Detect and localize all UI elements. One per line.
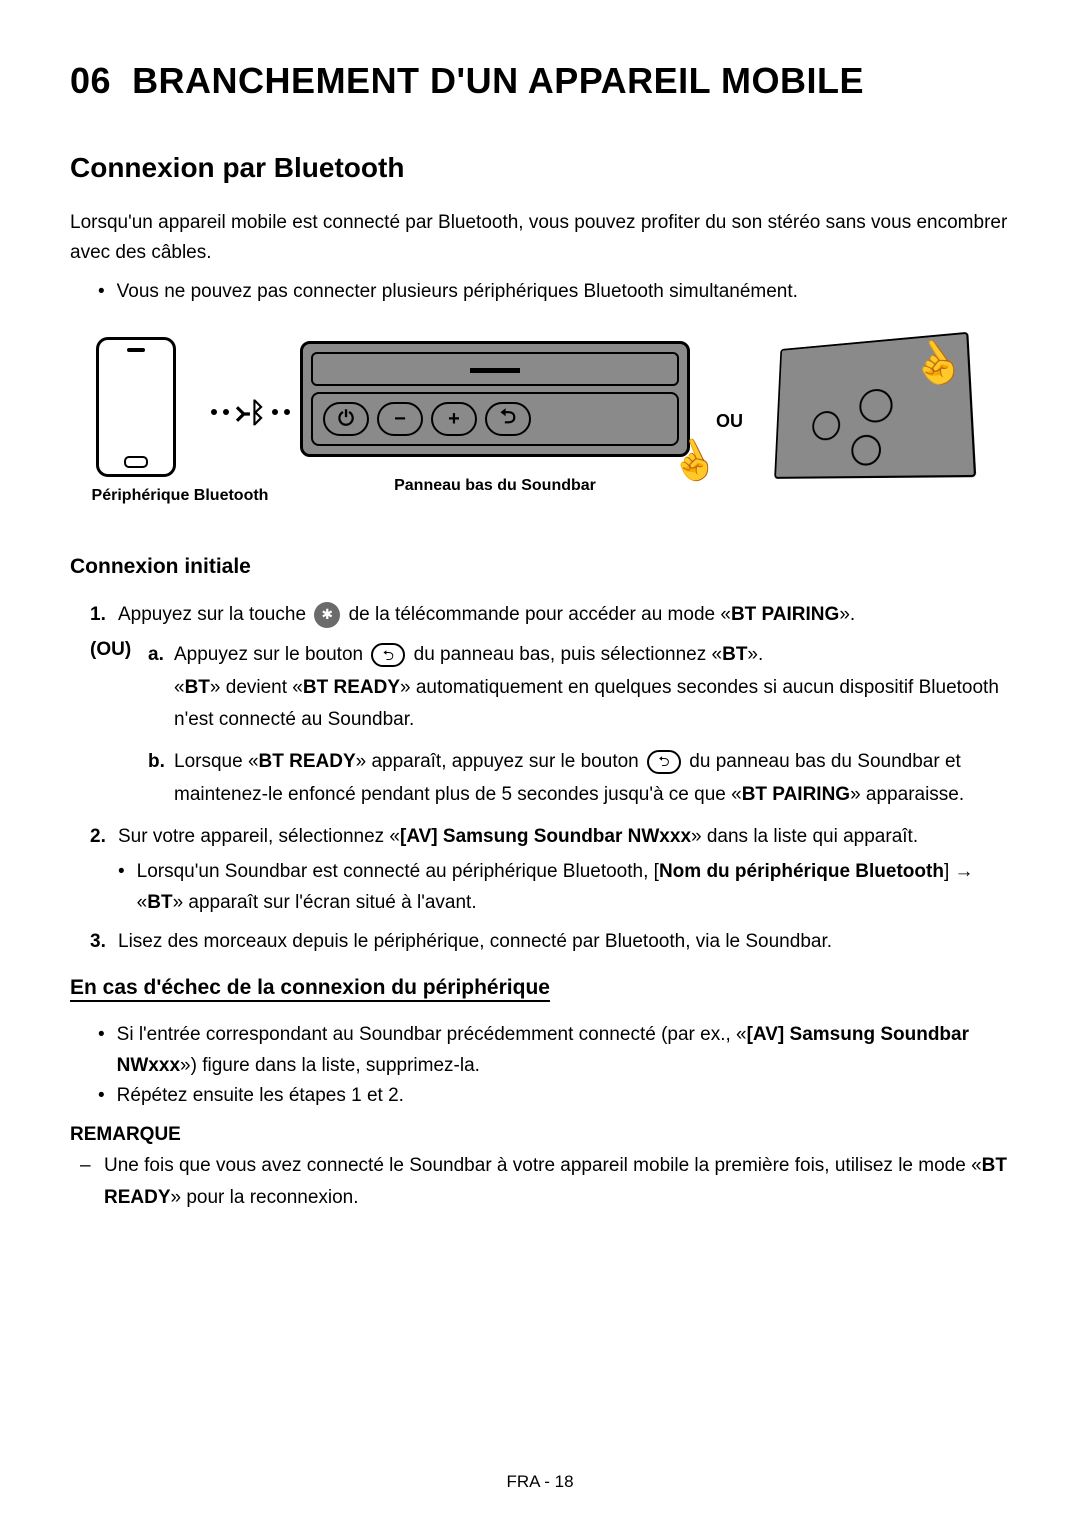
ou-marker: (OU) [90, 639, 148, 810]
section-title: Connexion par Bluetooth [70, 152, 1010, 184]
step-2: 2. Sur votre appareil, sélectionnez «[AV… [90, 821, 1010, 918]
minus-button-icon: − [377, 402, 423, 436]
remote-block: ☝ [769, 337, 969, 477]
step-number: 2. [90, 821, 118, 853]
source-button-icon: ⮌ [647, 750, 681, 774]
intro-paragraph: Lorsqu'un appareil mobile est connecté p… [70, 208, 1010, 269]
bluetooth-device-caption: Périphérique Bluetooth [70, 487, 290, 505]
chapter-title: 06 BRANCHEMENT D'UN APPAREIL MOBILE [70, 60, 1010, 102]
failure-bullet-1: • Si l'entrée correspondant au Soundbar … [98, 1020, 1010, 1081]
failure-bullet-2: • Répétez ensuite les étapes 1 et 2. [98, 1081, 1010, 1111]
pair-button-icon: ✱ [314, 602, 340, 628]
power-button-icon: ⏻ [323, 402, 369, 436]
phone-icon [96, 337, 176, 477]
intro-bullet: • Vous ne pouvez pas connecter plusieurs… [98, 277, 1010, 307]
bullet-icon: • [98, 1081, 105, 1111]
step-3: 3. Lisez des morceaux depuis le périphér… [90, 926, 1010, 958]
step-b: b. Lorsque «BT READY» apparaît, appuyez … [148, 746, 1010, 811]
plus-button-icon: + [431, 402, 477, 436]
source-button-icon: ⮌ [485, 402, 531, 436]
soundbar-panel-block: ⏻ − + ⮌ ☝ Panneau bas du Soundbar [300, 337, 690, 495]
page-footer: FRA - 18 [0, 1472, 1080, 1492]
diagram: ᚛⁠ᛒ Périphérique Bluetooth ⏻ − + ⮌ ☝ Pan… [70, 337, 1010, 505]
intro-bullet-text: Vous ne pouvez pas connecter plusieurs p… [117, 277, 798, 307]
step-letter: b. [148, 746, 174, 811]
hand-pointer-icon: ☝ [901, 330, 974, 398]
chapter-number: 06 [70, 60, 111, 101]
bluetooth-device-block: ᚛⁠ᛒ Périphérique Bluetooth [70, 337, 290, 505]
step-number: 3. [90, 926, 118, 958]
subsection-connection-failure: En cas d'échec de la connexion du périph… [70, 976, 1010, 1000]
alternative-steps: (OU) a. Appuyez sur le bouton ⮌ du panne… [90, 639, 1010, 810]
note-label: REMARQUE [70, 1124, 1010, 1146]
chapter-text: BRANCHEMENT D'UN APPAREIL MOBILE [132, 60, 864, 101]
bluetooth-signal-icon: ᚛⁠ᛒ [211, 396, 290, 429]
step-a: a. Appuyez sur le bouton ⮌ du panneau ba… [148, 639, 1010, 736]
bullet-icon: • [118, 857, 125, 887]
dash-icon: – [80, 1150, 104, 1215]
step-1: 1. Appuyez sur la touche ✱ de la télécom… [90, 599, 1010, 631]
step-number: 1. [90, 599, 118, 631]
subsection-initial-connection: Connexion initiale [70, 555, 1010, 579]
step-letter: a. [148, 639, 174, 736]
ou-label: OU [716, 411, 743, 432]
source-button-icon: ⮌ [371, 643, 405, 667]
panel-caption: Panneau bas du Soundbar [300, 477, 690, 495]
note-item: – Une fois que vous avez connecté le Sou… [80, 1150, 1010, 1215]
bullet-icon: • [98, 277, 105, 307]
bullet-icon: • [98, 1020, 105, 1050]
